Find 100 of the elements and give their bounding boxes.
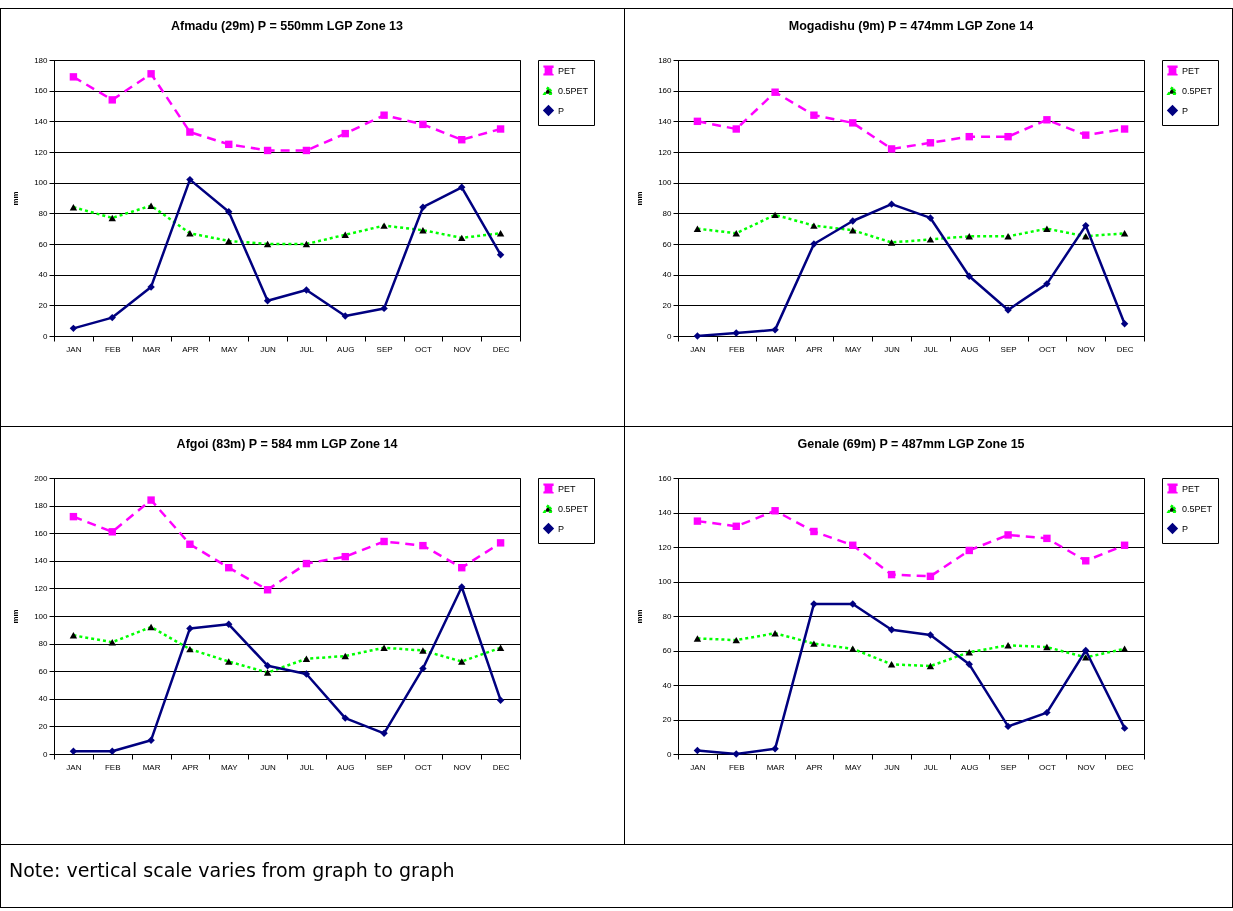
y-tick-label: 80 bbox=[38, 208, 49, 218]
y-axis-title: mm bbox=[11, 609, 21, 624]
x-tick-label: JUL bbox=[299, 762, 315, 772]
x-tick-label: JAN bbox=[66, 344, 82, 354]
legend-label: PET bbox=[558, 65, 577, 76]
y-tick-label: 0 bbox=[667, 331, 673, 341]
y-tick-label: 60 bbox=[38, 239, 49, 249]
x-tick-label: JAN bbox=[690, 344, 706, 354]
y-tick-label: 60 bbox=[662, 646, 673, 655]
y-tick-label: 140 bbox=[34, 556, 49, 566]
legend-label: P bbox=[558, 523, 565, 534]
y-tick-label: 60 bbox=[662, 239, 673, 249]
text: Note: vertical scale varies from graph to graph bbox=[9, 859, 456, 881]
x-tick-label: FEB bbox=[728, 344, 745, 354]
x-tick-label: JUN bbox=[884, 762, 901, 772]
y-tick-label: 0 bbox=[43, 331, 49, 341]
x-tick-label: DEC bbox=[492, 344, 510, 354]
y-tick-label: 180 bbox=[34, 55, 49, 65]
y-tick-label: 100 bbox=[34, 611, 49, 621]
legend-label: P bbox=[1182, 523, 1189, 534]
x-tick-label: DEC bbox=[1116, 344, 1134, 354]
y-axis-title: mm bbox=[635, 609, 645, 624]
x-tick-label: SEP bbox=[376, 344, 393, 354]
x-tick-label: FEB bbox=[104, 762, 121, 772]
legend-label: 0.5PET bbox=[558, 85, 589, 96]
y-tick-label: 100 bbox=[658, 577, 673, 586]
x-tick-label: FEB bbox=[104, 344, 121, 354]
x-tick-label: MAR bbox=[766, 762, 785, 772]
x-tick-label: MAR bbox=[142, 344, 161, 354]
y-tick-label: 140 bbox=[658, 508, 673, 517]
legend-label: 0.5PET bbox=[1182, 85, 1213, 96]
x-tick-label: JUL bbox=[923, 762, 939, 772]
y-tick-label: 100 bbox=[658, 178, 673, 188]
x-tick-label: NOV bbox=[453, 762, 472, 772]
y-tick-label: 20 bbox=[38, 721, 49, 731]
y-tick-label: 20 bbox=[662, 715, 673, 724]
x-tick-label: AUG bbox=[961, 344, 979, 354]
x-tick-label: SEP bbox=[1000, 762, 1017, 772]
chart-title: Mogadishu (9m) P = 474mm LGP Zone 14 bbox=[788, 18, 1034, 33]
legend-label: PET bbox=[558, 483, 577, 494]
y-tick-label: 100 bbox=[34, 178, 49, 188]
x-tick-label: APR bbox=[182, 762, 199, 772]
y-tick-label: 80 bbox=[38, 639, 49, 649]
x-tick-label: JUN bbox=[260, 344, 277, 354]
x-tick-label: DEC bbox=[1116, 762, 1134, 772]
y-tick-label: 40 bbox=[662, 270, 673, 280]
x-tick-label: AUG bbox=[337, 344, 355, 354]
x-tick-label: MAY bbox=[220, 344, 239, 354]
y-tick-label: 80 bbox=[662, 611, 673, 621]
y-tick-label: 120 bbox=[34, 583, 49, 593]
x-tick-label: OCT bbox=[414, 344, 432, 354]
y-tick-label: 180 bbox=[658, 55, 673, 65]
chart-title: Genale (69m) P = 487mm LGP Zone 15 bbox=[797, 436, 1025, 451]
y-tick-label: 60 bbox=[38, 666, 49, 676]
x-tick-label: NOV bbox=[453, 344, 472, 354]
y-tick-label: 40 bbox=[662, 680, 673, 690]
x-tick-label: MAR bbox=[142, 762, 161, 772]
x-tick-label: APR bbox=[806, 762, 823, 772]
legend-label: 0.5PET bbox=[1182, 503, 1213, 514]
x-tick-label: OCT bbox=[1038, 762, 1056, 772]
y-tick-label: 140 bbox=[658, 116, 673, 126]
x-tick-label: DEC bbox=[492, 762, 510, 772]
x-tick-label: AUG bbox=[337, 762, 355, 772]
legend-label: P bbox=[558, 105, 565, 116]
y-tick-label: 200 bbox=[34, 473, 49, 483]
y-tick-label: 180 bbox=[34, 501, 49, 511]
x-tick-label: MAR bbox=[766, 344, 785, 354]
x-tick-label: OCT bbox=[1038, 344, 1056, 354]
y-tick-label: 120 bbox=[658, 542, 673, 552]
x-tick-label: JUN bbox=[260, 762, 277, 772]
y-tick-label: 160 bbox=[658, 473, 673, 483]
legend-label: PET bbox=[1182, 65, 1201, 76]
y-tick-label: 80 bbox=[662, 208, 673, 218]
y-tick-label: 0 bbox=[667, 749, 673, 759]
x-tick-label: JUL bbox=[923, 344, 939, 354]
y-axis-title: mm bbox=[635, 191, 645, 206]
chart-title: Afgoi (83m) P = 584 mm LGP Zone 14 bbox=[176, 436, 398, 451]
y-tick-label: 160 bbox=[34, 86, 49, 96]
x-tick-label: FEB bbox=[728, 762, 745, 772]
y-tick-label: 120 bbox=[658, 147, 673, 157]
x-tick-label: SEP bbox=[376, 762, 393, 772]
y-tick-label: 40 bbox=[38, 270, 49, 280]
x-tick-label: NOV bbox=[1077, 762, 1096, 772]
x-tick-label: NOV bbox=[1077, 344, 1096, 354]
x-tick-label: APR bbox=[806, 344, 823, 354]
y-tick-label: 120 bbox=[34, 147, 49, 157]
x-tick-label: APR bbox=[182, 344, 199, 354]
x-tick-label: JAN bbox=[690, 762, 706, 772]
legend-label: PET bbox=[1182, 483, 1201, 494]
y-tick-label: 40 bbox=[38, 694, 49, 704]
x-tick-label: MAY bbox=[844, 762, 863, 772]
x-tick-label: MAY bbox=[844, 344, 863, 354]
x-tick-label: JUN bbox=[884, 344, 901, 354]
y-axis-title: mm bbox=[11, 191, 21, 206]
y-tick-label: 160 bbox=[658, 86, 673, 96]
legend-label: P bbox=[1182, 105, 1189, 116]
y-tick-label: 20 bbox=[662, 300, 673, 310]
x-tick-label: OCT bbox=[414, 762, 432, 772]
x-tick-label: MAY bbox=[220, 762, 239, 772]
y-tick-label: 20 bbox=[38, 300, 49, 310]
